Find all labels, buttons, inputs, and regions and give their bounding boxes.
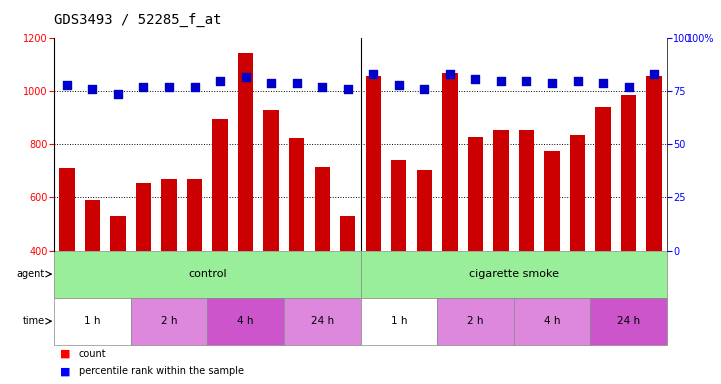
Point: [291, 80, 302, 86]
Text: 24 h: 24 h: [617, 316, 640, 326]
Point: [495, 78, 507, 84]
Point: [521, 78, 532, 84]
Bar: [54, 298, 131, 345]
Bar: [621, 95, 637, 250]
Bar: [263, 110, 279, 250]
Bar: [391, 161, 407, 250]
Text: control: control: [188, 269, 226, 279]
Bar: [417, 170, 432, 250]
Bar: [437, 298, 513, 345]
Point: [597, 80, 609, 86]
Bar: [360, 298, 437, 345]
Bar: [442, 73, 458, 250]
Bar: [213, 119, 228, 250]
Bar: [468, 136, 483, 250]
Point: [368, 71, 379, 78]
Point: [163, 84, 174, 90]
Text: ■: ■: [61, 366, 71, 376]
Bar: [289, 138, 304, 250]
Text: 1 h: 1 h: [84, 316, 101, 326]
Point: [444, 71, 456, 78]
Bar: [238, 53, 253, 250]
Bar: [570, 135, 585, 250]
Point: [240, 73, 252, 79]
Point: [623, 84, 634, 90]
Bar: [314, 167, 329, 250]
Point: [393, 82, 404, 88]
Point: [265, 80, 277, 86]
Point: [648, 71, 660, 78]
Bar: [647, 76, 662, 250]
Point: [138, 84, 149, 90]
Bar: [208, 298, 284, 345]
Text: cigarette smoke: cigarette smoke: [469, 269, 559, 279]
Bar: [131, 298, 208, 345]
Bar: [162, 179, 177, 250]
Point: [419, 86, 430, 93]
Point: [572, 78, 583, 84]
Bar: [85, 200, 100, 250]
Point: [317, 84, 328, 90]
Bar: [136, 183, 151, 250]
Bar: [596, 108, 611, 250]
Point: [61, 82, 73, 88]
Text: agent: agent: [17, 269, 45, 279]
Point: [189, 84, 200, 90]
Point: [214, 78, 226, 84]
Text: 1 h: 1 h: [391, 316, 407, 326]
Text: 24 h: 24 h: [311, 316, 334, 326]
Text: percentile rank within the sample: percentile rank within the sample: [79, 366, 244, 376]
Bar: [110, 216, 125, 250]
Point: [87, 86, 98, 93]
Text: 4 h: 4 h: [544, 316, 560, 326]
Bar: [590, 298, 667, 345]
Point: [547, 80, 558, 86]
Point: [112, 91, 124, 97]
Bar: [360, 250, 667, 298]
Text: 2 h: 2 h: [161, 316, 177, 326]
Text: GDS3493 / 52285_f_at: GDS3493 / 52285_f_at: [54, 13, 221, 27]
Text: time: time: [23, 316, 45, 326]
Point: [342, 86, 353, 93]
Bar: [513, 298, 590, 345]
Text: 4 h: 4 h: [237, 316, 254, 326]
Text: 2 h: 2 h: [467, 316, 484, 326]
Bar: [54, 250, 360, 298]
Bar: [340, 216, 355, 250]
Bar: [187, 179, 202, 250]
Text: count: count: [79, 349, 106, 359]
Bar: [366, 76, 381, 250]
Bar: [544, 151, 559, 250]
Bar: [493, 130, 508, 250]
Y-axis label: 100%: 100%: [687, 34, 715, 44]
Bar: [59, 168, 74, 250]
Text: ■: ■: [61, 349, 71, 359]
Bar: [284, 298, 360, 345]
Point: [469, 76, 481, 82]
Bar: [519, 130, 534, 250]
